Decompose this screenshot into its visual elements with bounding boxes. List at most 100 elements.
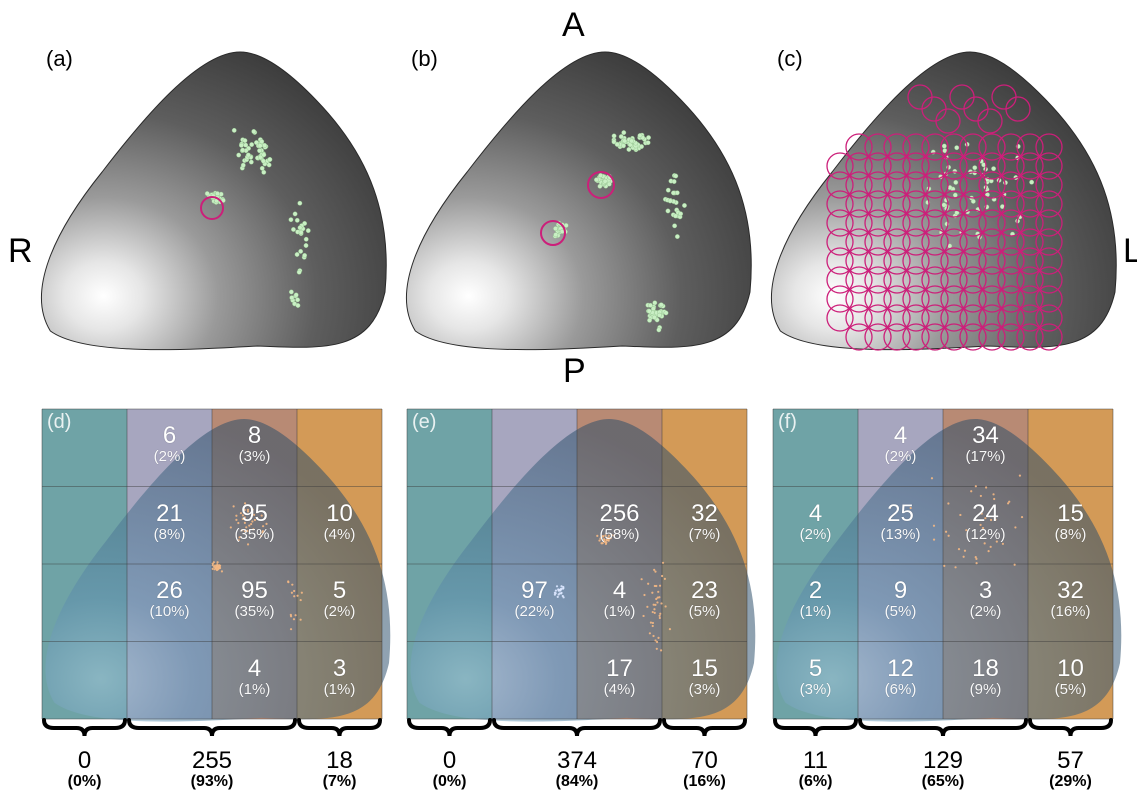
total-percent: (84%) xyxy=(555,773,599,790)
cell-count: 2 xyxy=(808,577,823,604)
grid-cell-label: 24 (12%) xyxy=(943,500,1028,543)
coverage-ring xyxy=(864,190,892,218)
grid-point xyxy=(643,593,646,597)
sensor-point xyxy=(671,190,676,196)
sensor-point xyxy=(611,139,617,145)
total-count: 374 xyxy=(556,747,598,774)
sensor-point xyxy=(682,203,687,208)
grid-cell-label: 17 (4%) xyxy=(577,655,662,698)
coverage-ring xyxy=(883,228,911,256)
grid-point xyxy=(211,567,214,570)
grid-panel-f xyxy=(772,408,1122,722)
cell-percent: (2%) xyxy=(969,603,1002,620)
sensor-point xyxy=(240,162,246,168)
grid-point xyxy=(658,616,661,620)
coverage-ring xyxy=(883,323,911,351)
coverage-ring xyxy=(826,266,854,294)
grid-cell-label: 34 (17%) xyxy=(943,423,1028,465)
cell-count: 6 xyxy=(162,422,177,449)
grid-point xyxy=(974,556,977,559)
coverage-ring xyxy=(978,266,1006,294)
sensor-point xyxy=(261,158,266,164)
grid-point xyxy=(655,640,659,644)
grid-point xyxy=(989,545,992,548)
coverage-ring xyxy=(845,228,873,256)
grid-point xyxy=(598,539,601,542)
grid-point xyxy=(555,585,559,588)
sensor-point xyxy=(231,127,237,133)
coverage-ring xyxy=(921,323,949,351)
grid-point xyxy=(289,628,293,631)
coverage-ring xyxy=(1016,323,1044,351)
grid-point xyxy=(603,538,606,541)
coverage-ring xyxy=(1035,247,1063,275)
cell-percent: (5%) xyxy=(884,603,917,620)
grid-point xyxy=(289,615,293,618)
cell-count: 26 xyxy=(156,577,183,604)
grid-point xyxy=(652,634,655,638)
cell-percent: (12%) xyxy=(965,525,1006,543)
coverage-ring xyxy=(902,323,930,351)
grid-point xyxy=(243,529,247,533)
grid-cell-label: 15 (3%) xyxy=(662,655,747,698)
cell-percent: (1%) xyxy=(799,603,832,620)
grid-point xyxy=(653,608,656,611)
grid-cell-label: 10 (4%) xyxy=(297,500,382,543)
grid-point xyxy=(909,506,912,510)
sensor-point xyxy=(941,202,947,208)
grid-cell-label: 6 (2%) xyxy=(127,423,212,465)
sensor-point xyxy=(288,289,294,295)
grid-point xyxy=(243,521,246,524)
cell-count: 32 xyxy=(1057,577,1084,604)
grid-point xyxy=(657,590,660,593)
coverage-ring xyxy=(978,209,1006,237)
cell-percent: (35%) xyxy=(234,603,275,620)
sensor-point xyxy=(267,157,273,162)
grid-cell-label: 32 (16%) xyxy=(1028,578,1113,620)
total-count: 70 xyxy=(691,747,718,774)
grid-point xyxy=(561,587,565,590)
right-label: R xyxy=(8,232,33,270)
sensor-point xyxy=(294,217,300,223)
coverage-ring xyxy=(940,285,968,313)
coverage-ring xyxy=(845,209,873,237)
sensor-point xyxy=(646,308,652,314)
grid-point xyxy=(300,591,303,594)
coverage-ring xyxy=(959,266,987,294)
coverage-ring xyxy=(826,152,854,180)
grid-point xyxy=(253,518,257,522)
sensor-point xyxy=(952,192,958,198)
coverage-ring xyxy=(883,152,911,180)
coverage-ring xyxy=(940,247,968,275)
grid-point xyxy=(237,521,240,525)
sensor-point xyxy=(972,165,978,171)
sensor-point xyxy=(953,179,959,185)
bottom-grid-row xyxy=(41,408,1122,722)
coverage-ring xyxy=(902,247,930,275)
grid-point xyxy=(992,493,995,496)
grid-point xyxy=(601,535,604,538)
coverage-ring xyxy=(883,190,911,218)
coverage-ring xyxy=(883,247,911,275)
panel-e-letter: (e) xyxy=(412,411,437,433)
total-count: 18 xyxy=(326,747,353,774)
dome-surface xyxy=(406,51,752,351)
sensor-point xyxy=(293,292,299,298)
cell-percent: (4%) xyxy=(603,680,636,698)
coverage-ring xyxy=(902,285,930,313)
sensor-point xyxy=(553,226,558,231)
sensor-point xyxy=(289,295,295,301)
coverage-ring xyxy=(1016,152,1044,180)
column-total: 70 (16%) xyxy=(660,748,750,791)
grid-point xyxy=(979,494,982,498)
grid-point xyxy=(299,618,302,621)
grid-point xyxy=(241,514,245,517)
column-brace xyxy=(773,718,858,737)
sensor-point xyxy=(602,178,608,184)
sensor-point xyxy=(240,147,246,153)
grid-point xyxy=(932,524,936,527)
grid-point xyxy=(291,583,294,586)
sensor-point xyxy=(646,135,651,140)
coverage-ring xyxy=(997,266,1025,294)
coverage-ring xyxy=(921,247,949,275)
